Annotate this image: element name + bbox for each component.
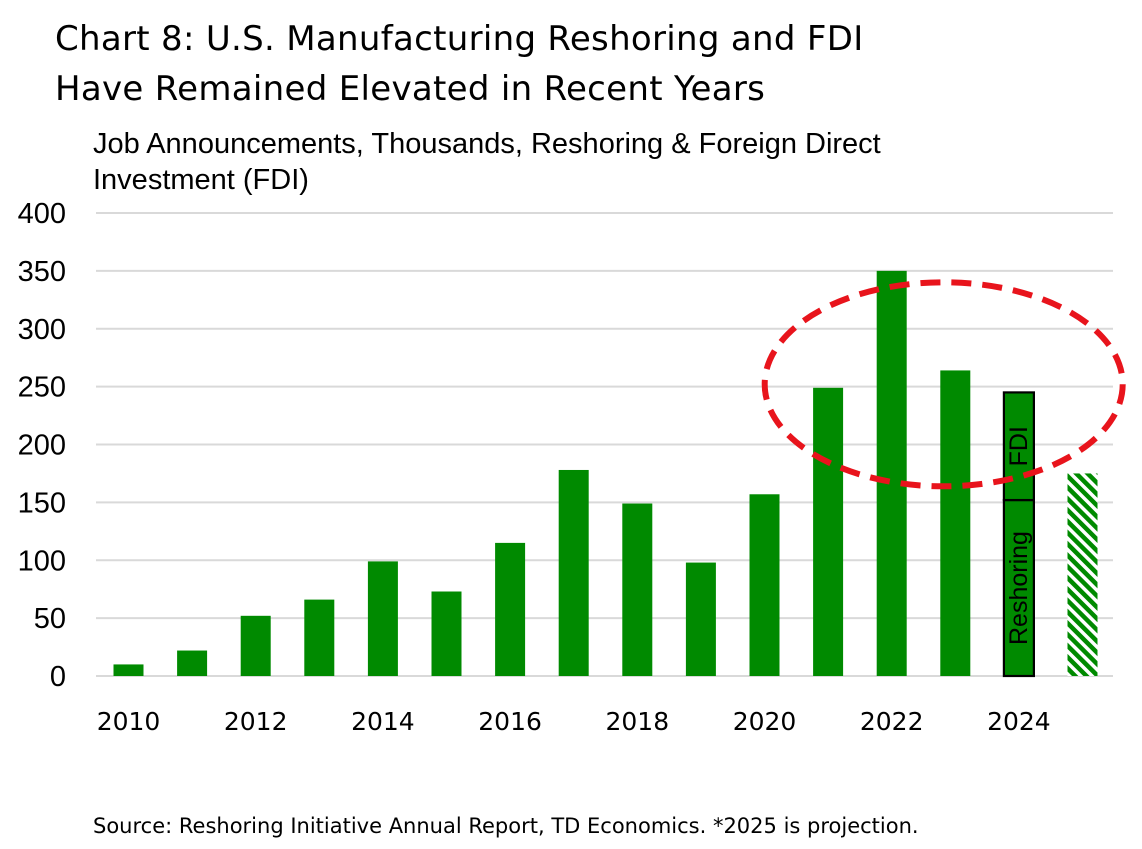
bars: Reshoring FDI [113,270,1098,678]
bar-2011 [177,650,208,676]
chart-title-line-1: Chart 8: U.S. Manufacturing Reshoring an… [55,19,864,59]
bar-2010 [113,664,144,676]
highlight-ellipse [761,279,1126,490]
y-axis-label: Job Announcements, Thousands, Reshoring … [93,128,881,196]
x-tick-label-2022: 2022 [860,707,924,736]
y-tick-label-50: 50 [34,603,66,635]
bar-2018 [622,503,653,676]
x-tick-label-2020: 2020 [733,707,797,736]
bar-label-reshoring: Reshoring [1005,531,1033,645]
bar-2019 [685,562,716,676]
bar-2025-projection [1067,473,1098,676]
y-tick-label-200: 200 [18,430,66,462]
bar-2014 [367,561,398,676]
bar-2023 [940,370,971,676]
source-note: Source: Reshoring Initiative Annual Repo… [93,814,919,838]
bar-2012 [240,615,271,676]
x-tick-label-2010: 2010 [97,707,161,736]
annotations [761,279,1126,490]
x-tick-label-2014: 2014 [351,707,415,736]
x-tick-label-2012: 2012 [224,707,288,736]
chart-title-line-2: Have Remained Elevated in Recent Years [55,69,766,109]
bar-2013 [304,599,335,676]
bar-2016 [495,542,526,676]
bar-label-fdi: FDI [1005,426,1033,466]
y-tick-label-100: 100 [18,545,66,577]
y-axis-ticks: 0 50 100 150 200 250 300 350 400 [18,198,66,693]
x-tick-label-2018: 2018 [605,707,669,736]
y-tick-label-300: 300 [18,314,66,346]
y-tick-label-150: 150 [18,487,66,519]
y-tick-label-400: 400 [18,198,66,230]
bar-2015 [431,591,462,676]
chart-title: Chart 8: U.S. Manufacturing Reshoring an… [55,14,864,114]
bar-2017 [558,469,589,676]
y-tick-label-0: 0 [50,661,66,693]
y-tick-label-250: 250 [18,372,66,404]
bar-2021 [813,387,844,676]
y-tick-label-350: 350 [18,256,66,288]
bar-2020 [749,494,780,676]
bar-2022 [876,270,907,676]
x-tick-label-2024: 2024 [987,707,1051,736]
x-axis-ticks: 2010 2012 2014 2016 2018 2020 2022 2024 [97,707,1051,736]
x-tick-label-2016: 2016 [478,707,542,736]
